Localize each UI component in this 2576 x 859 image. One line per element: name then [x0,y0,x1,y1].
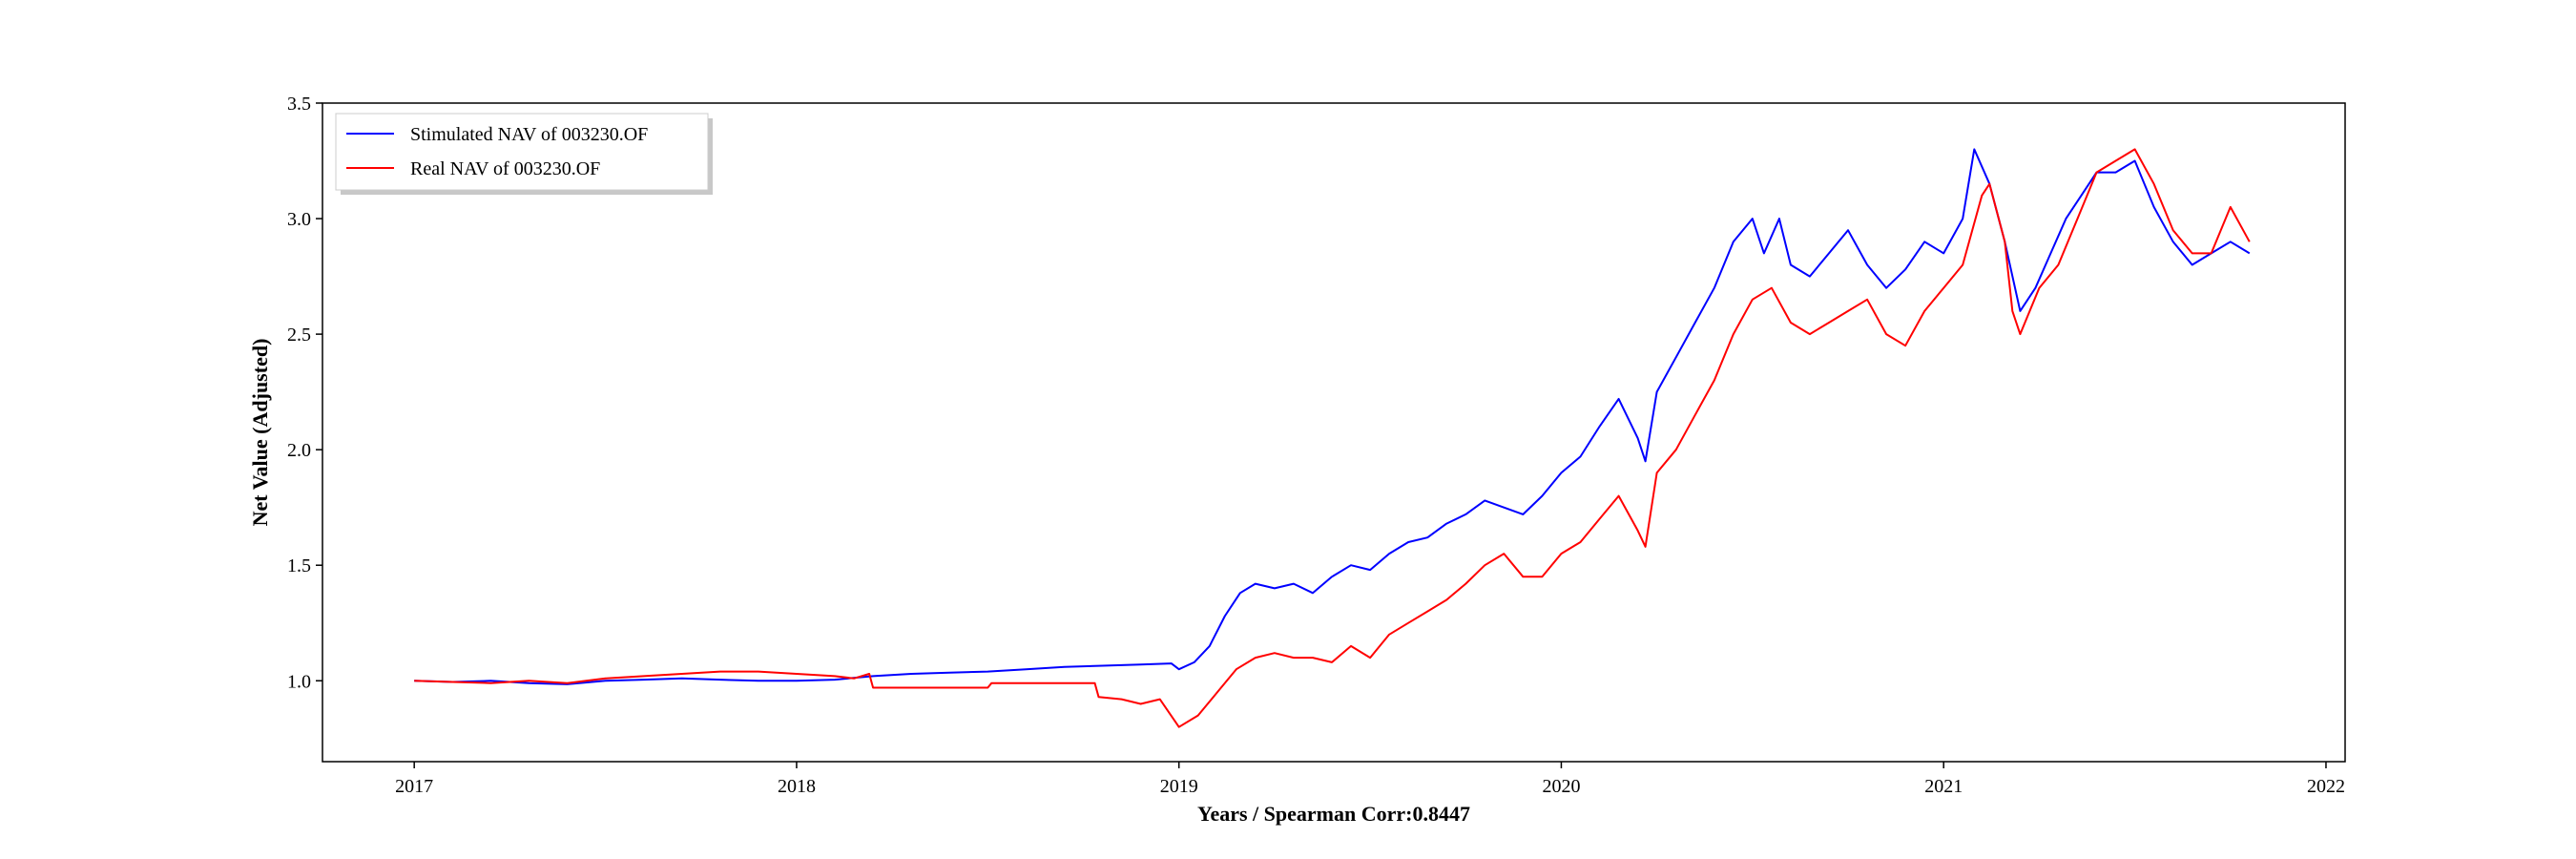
y-tick-label: 1.0 [287,671,311,692]
legend: Stimulated NAV of 003230.OF Real NAV of … [335,113,713,195]
y-axis-ticks: 1.0 1.5 2.0 2.5 3.0 3.5 [287,94,322,692]
x-tick-label: 2022 [2307,776,2345,797]
series-line-stimulated-nav [414,148,2251,685]
x-axis-ticks: 2017 2018 2019 2020 2021 2022 [395,762,2345,797]
legend-box [335,113,709,191]
y-tick-label: 2.5 [287,325,311,346]
x-tick-label: 2019 [1160,776,1198,797]
legend-label-real: Real NAV of 003230.OF [410,158,600,179]
series-lines [414,148,2251,728]
plot-area-frame [322,102,2346,763]
x-tick-label: 2018 [778,776,816,797]
series-line-real-nav [414,148,2251,728]
y-tick-label: 1.5 [287,555,311,576]
x-axis-title: Years / Spearman Corr:0.8447 [1197,802,1470,826]
y-axis-title: Net Value (Adjusted) [248,339,272,527]
x-tick-label: 2020 [1542,776,1580,797]
legend-label-stimulated: Stimulated NAV of 003230.OF [410,124,648,145]
y-tick-label: 3.0 [287,209,311,230]
x-tick-label: 2017 [395,776,433,797]
y-tick-label: 2.0 [287,440,311,461]
x-tick-label: 2021 [1924,776,1963,797]
y-tick-label: 3.5 [287,94,311,115]
